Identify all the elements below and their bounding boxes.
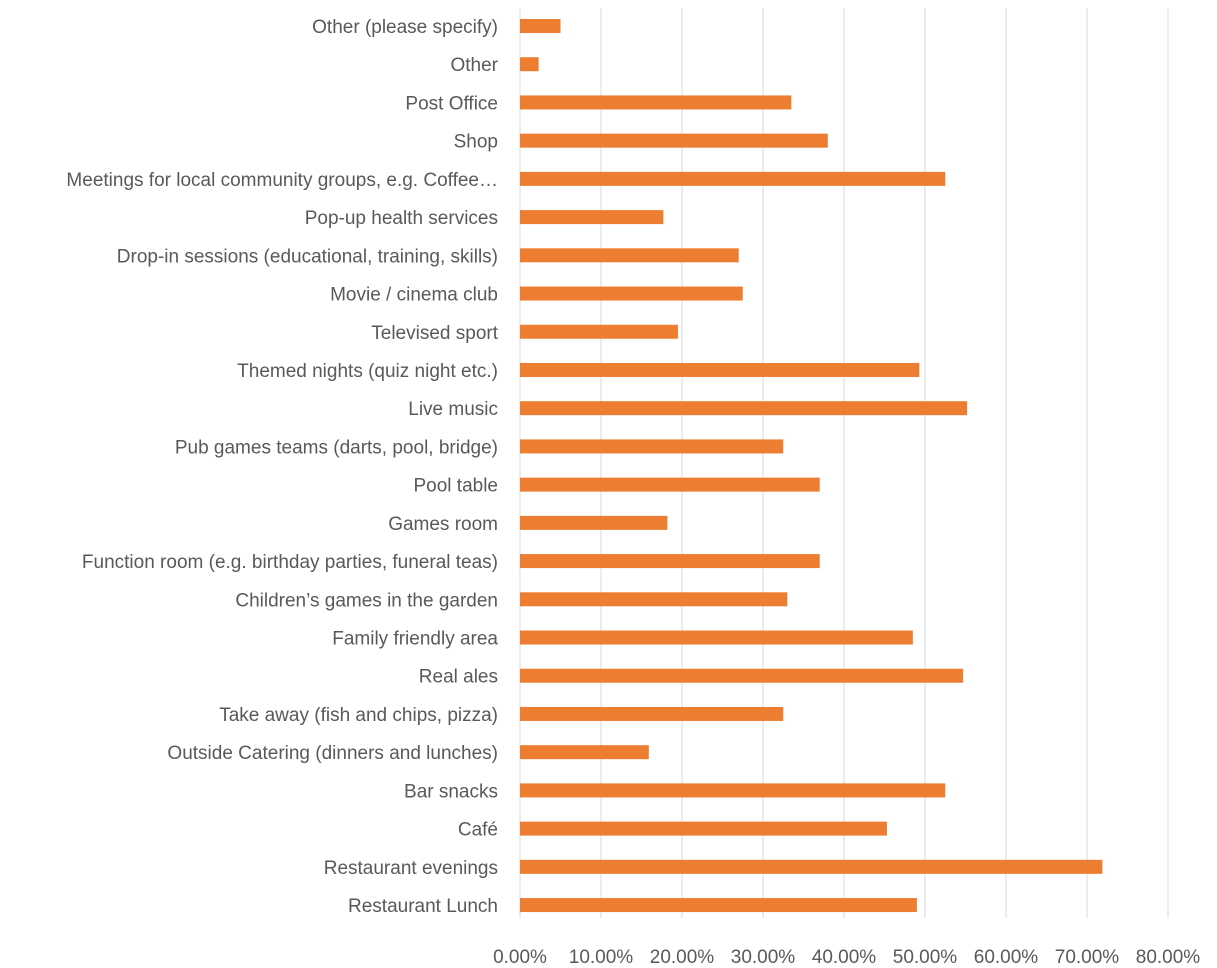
bar (520, 706, 784, 721)
x-tick-label: 0.00% (493, 947, 547, 968)
category-label: Pop-up health services (305, 208, 498, 229)
bar (520, 592, 788, 607)
category-label: Shop (454, 132, 498, 153)
category-label: Other (450, 55, 498, 76)
category-label: Outside Catering (dinners and lunches) (167, 743, 498, 764)
category-label: Family friendly area (332, 629, 498, 650)
category-label: Live music (408, 399, 498, 420)
bar (520, 745, 649, 760)
gridlines (519, 8, 1169, 918)
bar (520, 19, 561, 33)
category-label: Function room (e.g. birthday parties, fu… (82, 552, 498, 573)
x-tick-label: 60.00% (974, 947, 1039, 968)
category-label: Movie / cinema club (330, 285, 498, 306)
category-label: Restaurant evenings (324, 858, 498, 879)
bar (520, 324, 678, 339)
bar (520, 401, 968, 416)
bar (520, 210, 664, 225)
bar (520, 171, 946, 186)
bar (520, 133, 828, 148)
bar (520, 248, 739, 263)
category-label: Games room (388, 514, 498, 535)
x-tick-label: 40.00% (812, 947, 877, 968)
category-label: Drop-in sessions (educational, training,… (117, 246, 498, 267)
bar (520, 898, 917, 913)
x-tick-label: 30.00% (731, 947, 796, 968)
category-label: Televised sport (371, 323, 498, 344)
category-label: Pub games teams (darts, pool, bridge) (175, 437, 498, 458)
bars (520, 19, 1103, 913)
bar (520, 515, 668, 530)
category-label: Restaurant Lunch (348, 896, 498, 917)
category-label: Pool table (413, 476, 498, 497)
x-axis-tick-labels: 0.00% 10.00% 20.00% 30.00% 40.00% 50.00% 60.00… (493, 947, 1200, 968)
bar (520, 362, 920, 377)
category-label: Take away (fish and chips, pizza) (219, 705, 498, 726)
x-tick-label: 50.00% (893, 947, 958, 968)
x-tick-label: 80.00% (1136, 947, 1201, 968)
category-label: Post Office (405, 93, 498, 114)
bar (520, 286, 743, 301)
bar (520, 477, 820, 492)
category-label: Other (please specify) (312, 17, 498, 38)
bar (520, 668, 964, 683)
bar (520, 439, 784, 454)
category-label: Bar snacks (404, 781, 498, 802)
category-labels: Other (please specify) Other Post Office Sh… (66, 17, 498, 917)
x-tick-label: 70.00% (1055, 947, 1120, 968)
category-label: Real ales (419, 667, 498, 688)
bar (520, 57, 539, 72)
bar (520, 859, 1103, 874)
category-label: Meetings for local community groups, e.g… (66, 170, 498, 191)
category-label: Café (458, 820, 498, 841)
bar (520, 95, 792, 110)
bar (520, 821, 887, 836)
bar (520, 783, 946, 798)
category-label: Children’s games in the garden (235, 590, 498, 611)
bar (520, 554, 820, 569)
x-tick-label: 20.00% (650, 947, 715, 968)
x-tick-label: 10.00% (569, 947, 634, 968)
category-label: Themed nights (quiz night etc.) (237, 361, 498, 382)
bar (520, 630, 913, 645)
